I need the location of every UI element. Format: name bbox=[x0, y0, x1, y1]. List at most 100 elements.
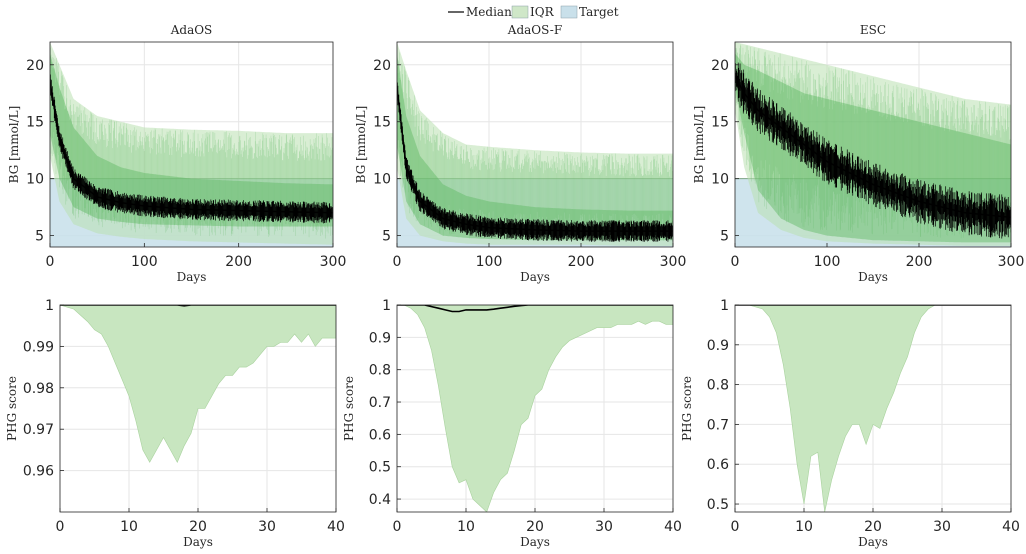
y-tick-label: 20 bbox=[26, 58, 44, 74]
panel-3: 0 10 20 30 40 0.96 0.97 0.98 0.99 1 Days PHG score bbox=[5, 298, 345, 549]
plot-area-1 bbox=[397, 42, 673, 247]
legend-item-target: Target bbox=[560, 5, 619, 19]
x-tick-label: 200 bbox=[568, 254, 595, 270]
plot-area-0 bbox=[50, 42, 333, 247]
median-line bbox=[735, 75, 1011, 219]
x-tick-label: 0 bbox=[731, 254, 740, 270]
iqr-band bbox=[735, 53, 1011, 243]
panel-0: 0 100 200 300 5 10 15 20 AdaOS Days BG [mmol/L] bbox=[7, 23, 346, 284]
legend-label-target: Target bbox=[579, 5, 619, 19]
y-tick-label: 0.96 bbox=[23, 464, 54, 480]
x-tick-label: 0 bbox=[56, 519, 65, 535]
iqr-band bbox=[50, 53, 333, 227]
panel-4: 0 10 20 30 40 0.4 0.5 0.6 0.7 0.8 0.9 1 Days PHG scor… bbox=[342, 298, 682, 549]
y-tick-label: 20 bbox=[711, 58, 729, 74]
y-tick-label: 0.6 bbox=[707, 457, 729, 473]
y-axis-label: BG [mmol/L] bbox=[692, 106, 706, 184]
panel-title: ESC bbox=[860, 23, 886, 37]
x-tick-label: 0 bbox=[46, 254, 55, 270]
legend-swatch-iqr bbox=[511, 5, 529, 19]
iqr-area bbox=[397, 305, 673, 512]
y-tick-label: 15 bbox=[373, 115, 391, 131]
x-tick-label: 40 bbox=[327, 519, 345, 535]
y-tick-label: 1 bbox=[720, 298, 729, 314]
plot-area-4 bbox=[397, 305, 673, 512]
x-tick-label: 40 bbox=[1002, 519, 1020, 535]
legend-item-median: Median bbox=[448, 5, 512, 19]
y-tick-label: 15 bbox=[26, 115, 44, 131]
y-tick-label: 0.7 bbox=[707, 417, 729, 433]
y-tick-label: 10 bbox=[26, 172, 44, 188]
plot-area-3 bbox=[60, 305, 336, 463]
y-tick-label: 0.8 bbox=[369, 363, 391, 379]
panel-1: 0 100 200 300 5 10 15 20 AdaOS-F Days BG [mmol/L] bbox=[354, 23, 686, 284]
legend-label-iqr: IQR bbox=[530, 5, 555, 19]
x-tick-label: 20 bbox=[526, 519, 544, 535]
y-tick-label: 0.8 bbox=[707, 378, 729, 394]
y-axis-label: PHG score bbox=[342, 376, 356, 441]
y-tick-label: 0.98 bbox=[23, 381, 54, 397]
y-tick-label: 0.5 bbox=[707, 497, 729, 513]
y-tick-label: 5 bbox=[35, 229, 44, 245]
y-axis-label: BG [mmol/L] bbox=[7, 106, 21, 184]
legend-label-median: Median bbox=[466, 5, 512, 19]
x-tick-label: 10 bbox=[795, 519, 813, 535]
x-axis-label: Days bbox=[858, 535, 888, 549]
y-tick-label: 15 bbox=[711, 115, 729, 131]
y-tick-label: 0.6 bbox=[369, 427, 391, 443]
x-axis-label: Days bbox=[858, 270, 888, 284]
x-tick-label: 0 bbox=[393, 254, 402, 270]
x-tick-label: 300 bbox=[660, 254, 687, 270]
x-tick-label: 0 bbox=[393, 519, 402, 535]
panel-2: 0 100 200 300 5 10 15 20 ESC Days BG [mmol/L] bbox=[692, 23, 1024, 284]
median-line bbox=[397, 305, 673, 313]
x-tick-label: 100 bbox=[476, 254, 503, 270]
x-tick-label: 200 bbox=[225, 254, 252, 270]
iqr-area bbox=[60, 305, 336, 463]
axes-box bbox=[396, 41, 674, 248]
legend: Median IQR Target bbox=[448, 5, 619, 19]
x-tick-label: 20 bbox=[189, 519, 207, 535]
y-tick-label: 20 bbox=[373, 58, 391, 74]
x-tick-label: 10 bbox=[457, 519, 475, 535]
y-tick-label: 0.97 bbox=[23, 422, 54, 438]
x-tick-label: 200 bbox=[906, 254, 933, 270]
y-tick-label: 0.4 bbox=[369, 492, 391, 508]
y-tick-label: 0.99 bbox=[23, 339, 54, 355]
y-axis-label: PHG score bbox=[5, 376, 19, 441]
outer-band bbox=[735, 42, 1011, 246]
panel-title: AdaOS-F bbox=[507, 23, 562, 37]
x-tick-label: 30 bbox=[933, 519, 951, 535]
y-tick-label: 10 bbox=[711, 172, 729, 188]
y-tick-label: 10 bbox=[373, 172, 391, 188]
median-line bbox=[50, 81, 333, 214]
y-tick-label: 1 bbox=[382, 298, 391, 314]
y-axis-label: BG [mmol/L] bbox=[354, 106, 368, 184]
plot-area-2 bbox=[735, 42, 1011, 247]
y-tick-label: 0.9 bbox=[707, 338, 729, 354]
median-line bbox=[397, 87, 673, 232]
x-axis-label: Days bbox=[177, 270, 207, 284]
x-tick-label: 30 bbox=[595, 519, 613, 535]
iqr-band bbox=[397, 53, 673, 241]
panel-5: 0 10 20 30 40 0.5 0.6 0.7 0.8 0.9 1 Days PHG score bbox=[680, 298, 1020, 549]
x-tick-label: 20 bbox=[864, 519, 882, 535]
y-tick-label: 5 bbox=[720, 229, 729, 245]
legend-item-iqr: IQR bbox=[511, 5, 555, 19]
iqr-area bbox=[735, 305, 1011, 512]
x-tick-label: 100 bbox=[131, 254, 158, 270]
x-tick-label: 10 bbox=[120, 519, 138, 535]
oscillation-texture bbox=[397, 50, 673, 242]
y-tick-label: 0.7 bbox=[369, 395, 391, 411]
x-tick-label: 30 bbox=[258, 519, 276, 535]
plot-area-5 bbox=[735, 305, 1011, 512]
y-tick-label: 5 bbox=[382, 229, 391, 245]
x-tick-label: 300 bbox=[998, 254, 1025, 270]
y-tick-label: 1 bbox=[45, 298, 54, 314]
axes-box bbox=[734, 41, 1012, 248]
legend-swatch-target bbox=[560, 5, 578, 19]
x-axis-label: Days bbox=[183, 535, 213, 549]
x-axis-label: Days bbox=[520, 535, 550, 549]
